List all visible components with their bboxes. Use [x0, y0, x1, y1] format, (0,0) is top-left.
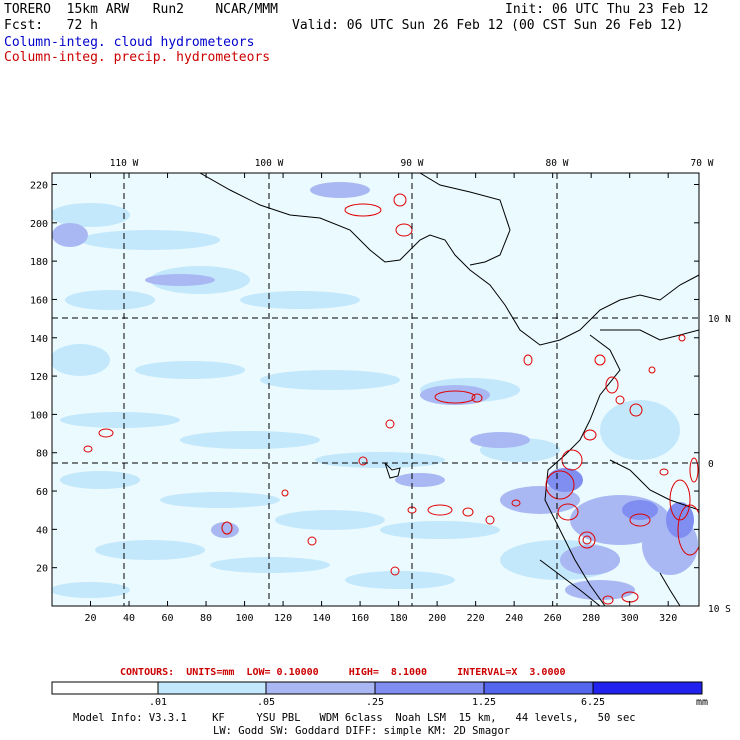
shading-layer	[52, 173, 699, 606]
x-tick-label: 200	[428, 613, 446, 624]
valid-time: Valid: 06 UTC Sun 26 Feb 12 (00 CST Sun …	[292, 18, 684, 33]
x-tick-label: 260	[544, 613, 562, 624]
x-tick-label: 100	[236, 613, 254, 624]
x-tick-label: 220	[467, 613, 485, 624]
lon-label-80w: 80 W	[546, 158, 569, 169]
latitude-labels: 10 N 0 10 S	[708, 314, 731, 615]
y-tick-label: 200	[30, 219, 48, 230]
x-tick-label: 80	[200, 613, 212, 624]
latlon-grid	[52, 173, 699, 606]
y-tick-label: 100	[30, 410, 48, 421]
forecast-hour: Fcst: 72 h	[4, 18, 98, 33]
x-tick-label: 300	[621, 613, 639, 624]
x-tick-label: 120	[274, 613, 292, 624]
model-info-line1: Model Info: V3.3.1 KF YSU PBL WDM 6class…	[73, 712, 636, 724]
colorbar-label-2: .05	[257, 697, 275, 708]
y-tick-label: 120	[30, 372, 48, 383]
colorbar-bin-5	[483, 681, 594, 695]
x-tick-label: 60	[162, 613, 174, 624]
x-tick-label: 40	[123, 613, 135, 624]
y-tick-label: 20	[36, 564, 48, 575]
colorbar-bin-6	[592, 681, 703, 695]
lon-label-110w: 110 W	[110, 158, 139, 169]
colorbar-units: mm	[696, 697, 708, 708]
colorbar-label-5: 6.25	[581, 697, 605, 708]
y-tick-labels: 20 40 60 80 100 120 140 160 180 200 220	[30, 180, 48, 574]
colorbar-bin-3	[265, 681, 376, 695]
colorbar-label-1: .01	[149, 697, 167, 708]
model-title: TORERO 15km ARW Run2 NCAR/MMM	[4, 2, 278, 17]
lat-label-0: 0	[708, 459, 714, 470]
lat-label-10s: 10 S	[708, 604, 731, 615]
lon-label-70w: 70 W	[691, 158, 714, 169]
colorbar-bin-1	[51, 681, 159, 695]
field-precip-label: Column-integ. precip. hydrometeors	[4, 50, 271, 65]
y-tick-label: 80	[36, 449, 48, 460]
colorbar-bin-2	[157, 681, 267, 695]
init-time: Init: 06 UTC Thu 23 Feb 12	[505, 2, 709, 17]
x-tick-label: 320	[659, 613, 677, 624]
y-tick-label: 40	[36, 525, 48, 536]
y-tick-label: 180	[30, 257, 48, 268]
lon-label-100w: 100 W	[255, 158, 284, 169]
contour-info: CONTOURS: UNITS=mm LOW= 0.10000 HIGH= 8.…	[120, 667, 566, 678]
y-tick-label: 140	[30, 334, 48, 345]
colorbar-label-4: 1.25	[472, 697, 496, 708]
map-frame	[51, 172, 700, 607]
y-tick-label: 60	[36, 487, 48, 498]
field-cloud-label: Column-integ. cloud hydrometeors	[4, 35, 255, 50]
precip-contours	[83, 193, 699, 605]
model-info-line2: LW: Godd SW: Goddard DIFF: simple KM: 2D…	[213, 725, 511, 737]
y-tick-label: 220	[30, 180, 48, 191]
x-tick-marks	[90, 173, 669, 606]
colorbar: .01 .05 .25 1.25 6.25 mm	[51, 681, 708, 708]
lat-label-10n: 10 N	[708, 314, 731, 325]
coastline	[199, 173, 699, 606]
x-tick-labels: 20 40 60 80 100 120 140 160 180 200 220 240 260 280 30…	[84, 613, 677, 624]
x-tick-label: 240	[505, 613, 523, 624]
y-tick-marks	[52, 183, 699, 569]
colorbar-bin-4	[374, 681, 485, 695]
x-tick-label: 160	[351, 613, 369, 624]
longitude-labels: 110 W 100 W 90 W 80 W 70 W	[110, 158, 714, 169]
x-tick-label: 180	[390, 613, 408, 624]
y-tick-label: 160	[30, 295, 48, 306]
x-tick-label: 140	[313, 613, 331, 624]
lon-label-90w: 90 W	[401, 158, 424, 169]
colorbar-label-3: .25	[366, 697, 384, 708]
x-tick-label: 280	[582, 613, 600, 624]
x-tick-label: 20	[84, 613, 96, 624]
